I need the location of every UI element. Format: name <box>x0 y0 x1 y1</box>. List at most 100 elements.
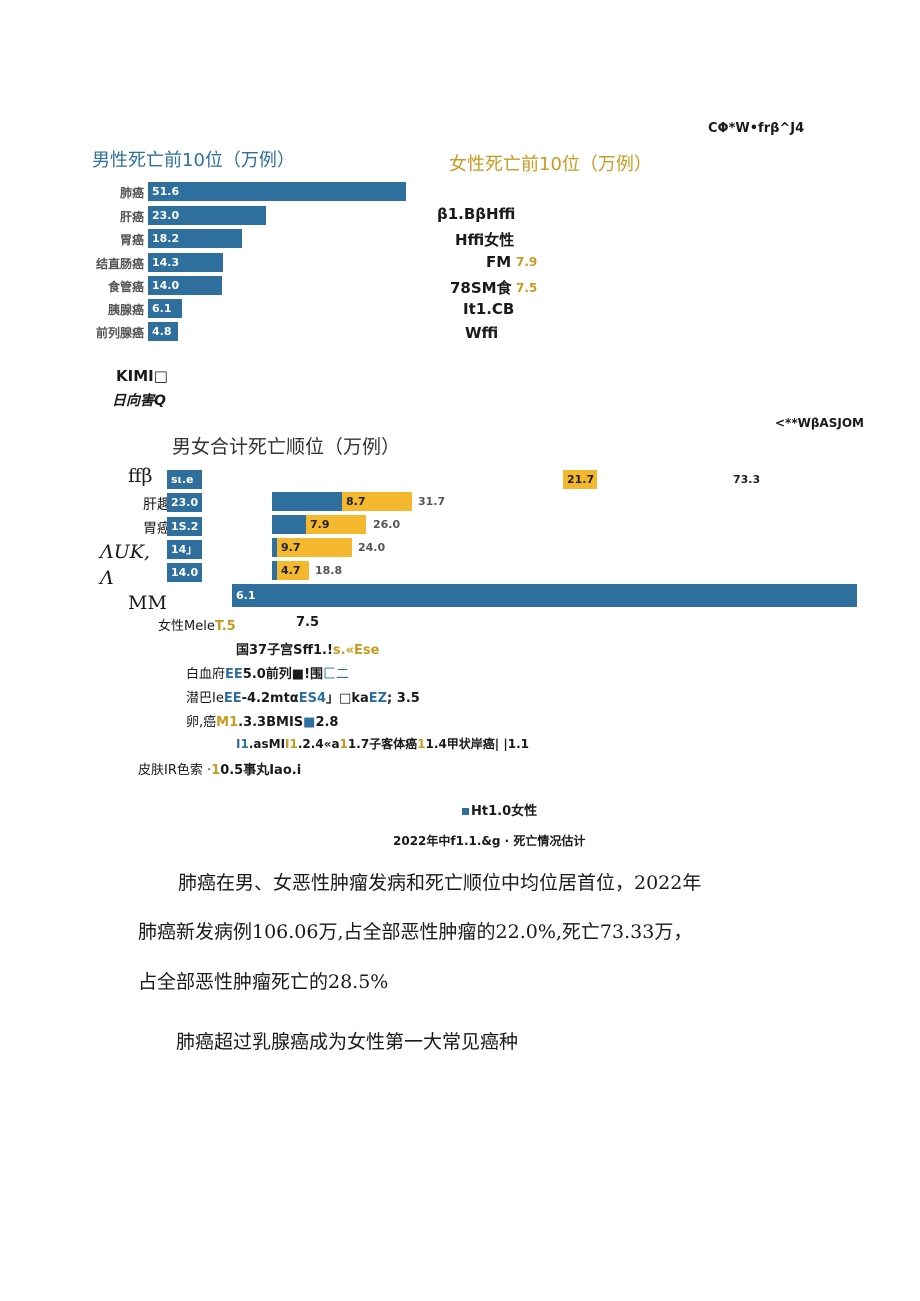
list-line-7-c: 0.5事丸Iao.i <box>220 763 302 778</box>
male-bar-label-pancreas: 胰腺癌 <box>107 303 144 317</box>
female-line-1: β1.BβHffi <box>437 205 516 223</box>
combined-row-label-6: MM <box>128 592 167 614</box>
figure-caption: 2022年中f1.1.&g · 死亡情况估计 <box>393 834 586 848</box>
header-right-text-1: CΦ*W•frβ^J4 <box>708 121 805 136</box>
list-line-2-a: 国37子宫Sff1.! <box>236 643 333 658</box>
combined-male-value-3: 1S.2 <box>171 520 199 533</box>
combined-total-2: 31.7 <box>418 495 446 508</box>
combined-female-value-4: 9.7 <box>281 541 301 554</box>
female-line-2: Hffi女性 <box>455 231 515 249</box>
list-line-6-c: I1 <box>285 737 298 751</box>
male-bar-label-stomach: 胃癌 <box>119 233 144 247</box>
list-line-7: 皮肤IR色索 ·10.5事丸Iao.i <box>138 759 301 778</box>
list-line-4-f: EZ <box>368 691 388 706</box>
combined-row-label-2: 肝趣 <box>143 497 171 513</box>
list-line-7-a: 皮肤IR色索 · <box>138 763 212 778</box>
list-line-4-c: -4.2mtα <box>241 691 299 706</box>
female-chart-title: 女性死亡前10位（万例） <box>449 154 652 175</box>
list-line-2: 国37子宫Sff1.!s.«Ese <box>236 639 379 658</box>
male-chart-title: 男性死亡前10位（万例） <box>92 150 295 171</box>
list-line-3-c: 5.0前列■!围 <box>242 667 324 682</box>
combined-row-label-3: 胃癌 <box>143 521 171 537</box>
combined-row-label-1: ffβ <box>128 465 153 487</box>
list-line-5-d: ■ <box>303 715 316 730</box>
paragraph-line-2: 肺癌新发病例106.06万,占全部恶性肿瘤的22.0%,死亡73.33万， <box>138 921 693 943</box>
list-line-5-e: 2.8 <box>315 715 339 730</box>
female-line-5: It1.CB <box>463 300 515 318</box>
list-line-6-f: 1.7子客体癌 <box>347 737 418 751</box>
paragraph-line-4: 肺癌超过乳腺癌成为女性第一大常见癌种 <box>176 1031 519 1053</box>
list-line-3: 白血府EE5.0前列■!围匚二 <box>186 663 349 682</box>
male-bar-value-prostate: 4.8 <box>152 325 172 338</box>
legend-text: Ht1.0女性 <box>471 804 538 819</box>
list-line-1: 女性MeleT.5 <box>158 615 236 634</box>
combined-male-bar-2 <box>272 492 342 511</box>
list-line-5: 卵,癌M1.3.3BMIS■2.8 <box>186 711 338 730</box>
male-bar-label-lung: 肺癌 <box>119 186 144 200</box>
male-bar-prostate <box>148 322 178 341</box>
combined-total-4: 24.0 <box>358 541 386 554</box>
list-line-4-g: ; 3.5 <box>387 691 420 706</box>
legend-swatch-icon <box>462 808 469 815</box>
combined-female-bar-2 <box>342 492 412 511</box>
list-line-6-d: .2.4«a <box>297 737 340 751</box>
male-bar-label-esophagus: 食管癌 <box>107 280 144 294</box>
list-line-2-b: s.«Ese <box>332 643 380 658</box>
list-line-6: I1.asMII1.2.4«a11.7子客体癌11.4甲状岸癌| |1.1 <box>236 735 529 752</box>
combined-male-value-1: sι.e <box>171 473 194 486</box>
list-line-7-b: 1 <box>211 763 221 778</box>
combined-total-1: 73.3 <box>733 473 761 486</box>
combined-male-value-6: 6.1 <box>236 589 256 602</box>
list-line-4-d: ES4 <box>298 691 327 706</box>
combined-male-bar-5 <box>272 561 277 580</box>
male-bar-value-liver: 23.0 <box>152 209 180 222</box>
male-bar-value-stomach: 18.2 <box>152 232 180 245</box>
combined-male-bar-4-label-box <box>167 540 202 559</box>
combined-male-bar-4 <box>272 538 277 557</box>
combined-row-label-5: Λ <box>100 567 114 589</box>
combined-female-bar-4 <box>277 538 352 557</box>
female-line-3: FM <box>486 253 512 271</box>
male-bar-colorectal <box>148 253 223 272</box>
male-bar-pancreas <box>148 299 182 318</box>
list-line-5-a: 卵,癌 <box>186 715 217 730</box>
list-line-6-a: I1 <box>236 737 249 751</box>
combined-male-value-4: 14」 <box>171 543 198 556</box>
female-line-6: Wffi <box>465 324 499 342</box>
combined-male-value-5: 14.0 <box>171 566 199 579</box>
list-line-4-a: 潜巴Ie <box>186 691 224 706</box>
paragraph-line-3: 占全部恶性肿瘤死亡的28.5% <box>138 971 389 993</box>
list-line-6-b: .asMI <box>248 737 286 751</box>
male-bar-label-prostate: 前列腺癌 <box>95 326 144 340</box>
list-line-5-c: .3.3BMIS <box>238 715 304 730</box>
combined-total-5: 18.8 <box>315 564 343 577</box>
list-line-6-h: 1.4甲状岸癌| |1.1 <box>425 737 529 751</box>
male-bar-liver <box>148 206 266 225</box>
male-bar-value-esophagus: 14.0 <box>152 279 180 292</box>
combined-male-bar-5-label-box <box>167 563 202 582</box>
combined-chart-title: 男女合计死亡顺位（万例） <box>172 436 401 458</box>
list-line-4: 潜巴IeEE-4.2mtαES4」□kaEZ; 3.5 <box>186 687 420 706</box>
male-bar-value-colorectal: 14.3 <box>152 256 180 269</box>
mid-left-text-2: 日向害Q <box>112 393 166 409</box>
list-line-3-a: 白血府 <box>186 667 226 682</box>
combined-female-value-3: 7.9 <box>310 518 330 531</box>
female-line-4: 78SM食 <box>450 279 512 297</box>
male-bar-label-liver: 肝癌 <box>119 210 144 224</box>
male-bar-stomach <box>148 229 242 248</box>
combined-female-value-1: 21.7 <box>567 473 595 486</box>
combined-total-3: 26.0 <box>373 518 401 531</box>
combined-male-bar-6 <box>232 584 857 607</box>
combined-male-value-2: 23.0 <box>171 496 199 509</box>
combined-female-value-2: 8.7 <box>346 495 366 508</box>
combined-row-label-4: ΛUK, <box>100 541 150 563</box>
combined-male-bar-2-label-box <box>167 493 202 512</box>
list-line-5-b: M1 <box>216 715 239 730</box>
paragraph-line-1: 肺癌在男、女恶性肿瘤发病和死亡顺位中均位居首位，2022年 <box>178 872 702 894</box>
male-bar-esophagus <box>148 276 222 295</box>
male-bar-lung <box>148 182 406 201</box>
list-line-6-e: 1 <box>339 737 348 751</box>
combined-male-bar-3-label-box <box>167 517 202 536</box>
list-line-1-a: 女性Mele <box>158 619 215 634</box>
header-right-text-2: <**WβASJOM <box>775 416 864 430</box>
